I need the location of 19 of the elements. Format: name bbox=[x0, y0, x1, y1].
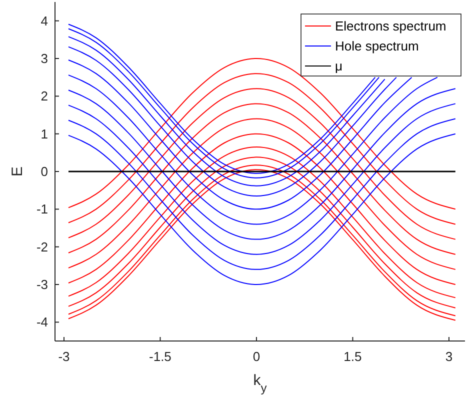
x-tick-label: 1.5 bbox=[344, 349, 362, 364]
x-tick-label: -1.5 bbox=[149, 349, 172, 364]
x-axis-title: k$_{y}$ bbox=[253, 372, 267, 395]
y-tick-label: 4 bbox=[40, 13, 48, 28]
y-tick-label: -2 bbox=[36, 239, 48, 254]
y-tick-label: -4 bbox=[36, 314, 48, 330]
x-tick-label: -3 bbox=[58, 349, 70, 364]
legend-label: μ bbox=[335, 58, 342, 74]
y-axis-title: E bbox=[9, 166, 26, 177]
y-tick-label: 0 bbox=[40, 164, 48, 180]
legend-label: Electrons spectrum bbox=[335, 18, 446, 34]
y-tick-label: -1 bbox=[36, 202, 48, 217]
x-tick-label: 0 bbox=[252, 349, 260, 364]
y-tick-label: 2 bbox=[40, 88, 48, 104]
y-tick-label: 3 bbox=[40, 51, 48, 66]
y-tick-label: 1 bbox=[40, 126, 48, 142]
legend-label: Hole spectrum bbox=[335, 38, 419, 54]
x-tick-label: 3 bbox=[445, 349, 453, 364]
y-tick-label: -3 bbox=[36, 277, 48, 292]
